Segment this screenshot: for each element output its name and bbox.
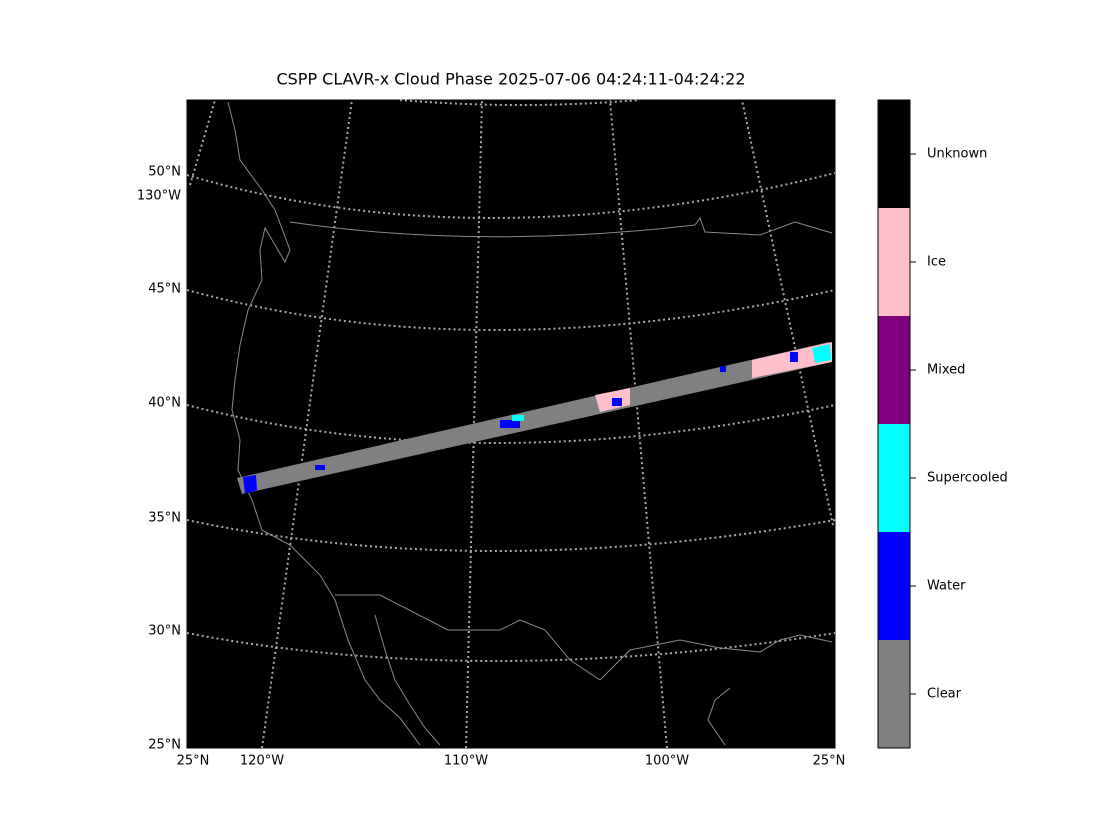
lat-label: 25°N <box>148 738 181 753</box>
colorbar-label: Ice <box>927 255 946 270</box>
colorbar-frame <box>877 99 911 749</box>
colorbar-segment <box>878 100 910 208</box>
colorbar-label: Unknown <box>927 147 987 162</box>
lat-label: 45°N <box>148 282 181 297</box>
colorbar-segment <box>878 316 910 424</box>
lon-label: 110°W <box>444 754 488 769</box>
colorbar-label: Mixed <box>927 363 965 378</box>
lon-label: 25°N <box>813 754 846 769</box>
lat-label: 35°N <box>148 511 181 526</box>
colorbar-label: Clear <box>927 687 962 702</box>
colorbar-segment <box>878 424 910 532</box>
lat-label: 50°N <box>148 165 181 180</box>
swath <box>237 342 832 494</box>
colorbar-segment <box>878 532 910 640</box>
lon-label: 100°W <box>645 754 689 769</box>
colorbar-label: Water <box>927 579 966 594</box>
colorbar-segment <box>878 208 910 316</box>
coastlines <box>227 101 833 746</box>
lat-label: 40°N <box>148 396 181 411</box>
colorbar-segment <box>878 640 910 748</box>
lat-label: 130°W <box>137 189 181 204</box>
map-title: CSPP CLAVR-x Cloud Phase 2025-07-06 04:2… <box>276 70 745 89</box>
lon-label: 120°W <box>240 754 284 769</box>
colorbar-label: Supercooled <box>927 471 1008 486</box>
lat-label: 30°N <box>148 624 181 639</box>
lon-label: 25°N <box>177 754 210 769</box>
